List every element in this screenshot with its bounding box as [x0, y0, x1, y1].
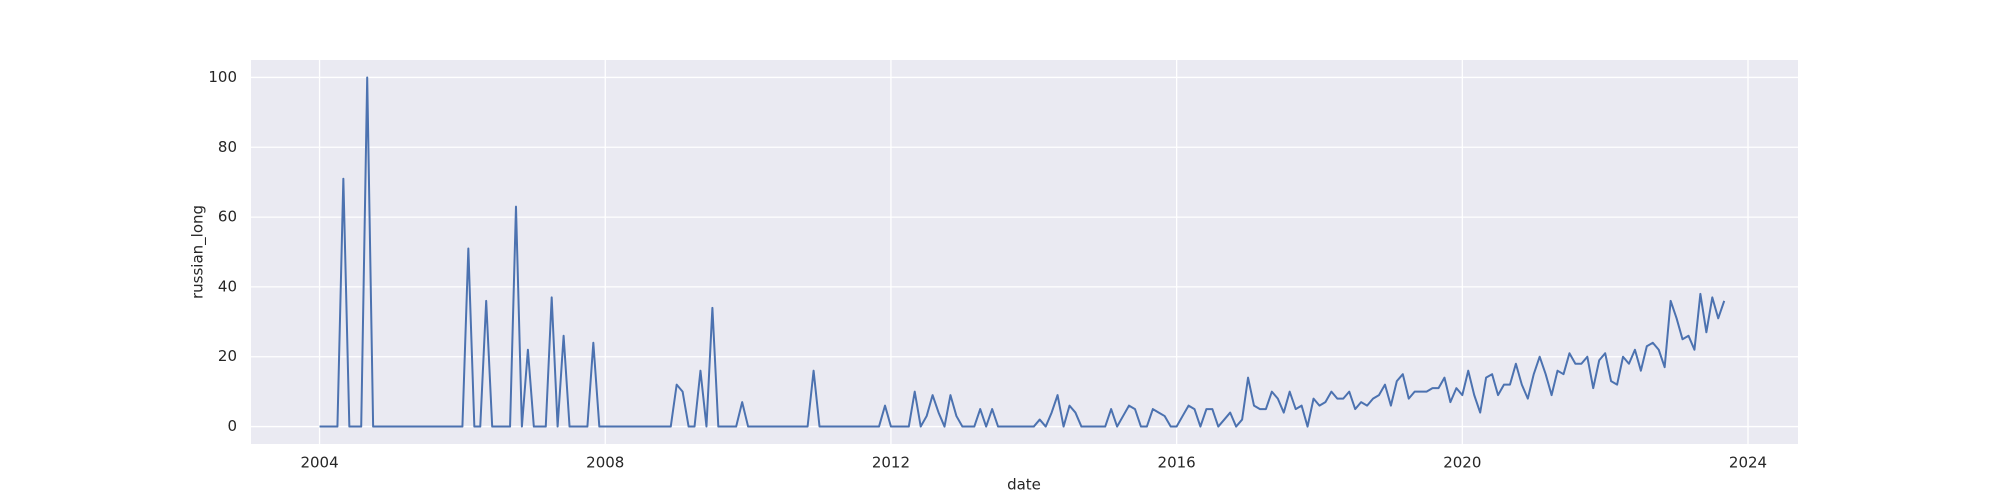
y-tick-label: 80: [218, 138, 237, 156]
y-tick-label: 0: [227, 417, 237, 435]
y-axis-label: russian_long: [189, 205, 208, 299]
x-tick-label: 2024: [1729, 454, 1767, 472]
x-tick-label: 2016: [1158, 454, 1196, 472]
x-tick-label: 2020: [1443, 454, 1481, 472]
y-tick-label: 40: [218, 277, 237, 295]
line: [319, 76, 1726, 428]
y-tick-label: 60: [218, 208, 237, 226]
plot-area: [251, 60, 1798, 444]
y-tick-label: 20: [218, 347, 237, 365]
x-tick-label: 2008: [586, 454, 624, 472]
x-axis-label: date: [1007, 476, 1041, 494]
y-tick-label: 100: [208, 68, 237, 86]
x-tick-label: 2004: [300, 454, 338, 472]
x-tick-label: 2012: [872, 454, 910, 472]
